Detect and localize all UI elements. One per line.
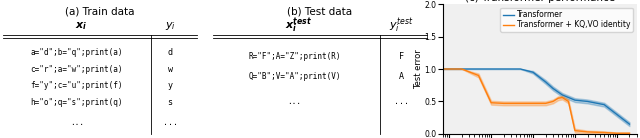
Text: h="o";q="s";print(q): h="o";q="s";print(q) bbox=[31, 98, 123, 107]
Text: $\bfit{x}_i^{test}$: $\bfit{x}_i^{test}$ bbox=[285, 17, 312, 35]
Y-axis label: Test error: Test error bbox=[414, 49, 423, 89]
Transformer bbox=[613, 114, 621, 115]
Transformer bbox=[487, 68, 495, 70]
Transformer + KQ,VO identity bbox=[487, 102, 495, 104]
Text: f="y";c="u";print(f): f="y";c="u";print(f) bbox=[31, 81, 123, 90]
Transformer bbox=[542, 81, 550, 83]
Transformer bbox=[584, 101, 591, 102]
Text: (b) Test data: (b) Test data bbox=[287, 7, 353, 17]
Transformer bbox=[445, 68, 453, 70]
Transformer + KQ,VO identity bbox=[439, 68, 447, 70]
Text: a="d";b="q";print(a): a="d";b="q";print(a) bbox=[31, 48, 123, 57]
Transformer bbox=[571, 99, 579, 101]
Text: d: d bbox=[168, 48, 173, 57]
Transformer + KQ,VO identity bbox=[559, 97, 566, 98]
Transformer + KQ,VO identity bbox=[600, 132, 608, 133]
Transformer bbox=[475, 68, 483, 70]
Transformer bbox=[458, 68, 466, 70]
Text: y: y bbox=[168, 81, 173, 90]
Transformer + KQ,VO identity bbox=[584, 131, 591, 133]
Transformer + KQ,VO identity bbox=[475, 75, 483, 76]
Title: (c) Transformer performance: (c) Transformer performance bbox=[465, 0, 615, 3]
Transformer + KQ,VO identity bbox=[554, 97, 562, 99]
Text: ...: ... bbox=[287, 97, 301, 106]
Text: c="r";a="w";print(a): c="r";a="w";print(a) bbox=[31, 64, 123, 74]
Text: $y_i$: $y_i$ bbox=[164, 20, 175, 32]
Text: R="F";A="Z";print(R): R="F";A="Z";print(R) bbox=[248, 51, 340, 61]
Line: Transformer + KQ,VO identity: Transformer + KQ,VO identity bbox=[443, 69, 629, 133]
Transformer bbox=[516, 68, 524, 70]
Transformer + KQ,VO identity bbox=[500, 103, 508, 104]
Text: F: F bbox=[399, 51, 404, 61]
Text: A: A bbox=[399, 72, 404, 81]
Transformer + KQ,VO identity bbox=[516, 103, 524, 104]
Transformer bbox=[500, 68, 508, 70]
Text: Q="B";V="A";print(V): Q="B";V="A";print(V) bbox=[248, 72, 340, 81]
Text: $\bfit{x}_i$: $\bfit{x}_i$ bbox=[75, 20, 87, 32]
Transformer + KQ,VO identity bbox=[542, 103, 550, 104]
Transformer + KQ,VO identity bbox=[445, 68, 453, 70]
Transformer + KQ,VO identity bbox=[458, 68, 466, 70]
Text: ...: ... bbox=[163, 118, 177, 127]
Transformer + KQ,VO identity bbox=[549, 101, 557, 102]
Transformer bbox=[439, 68, 447, 70]
Transformer bbox=[549, 88, 557, 89]
Transformer + KQ,VO identity bbox=[625, 132, 633, 134]
Text: w: w bbox=[168, 64, 173, 74]
Text: ...: ... bbox=[70, 118, 84, 127]
Transformer + KQ,VO identity bbox=[571, 130, 579, 131]
Transformer bbox=[625, 123, 633, 125]
Transformer + KQ,VO identity bbox=[529, 103, 537, 104]
Transformer bbox=[529, 71, 537, 73]
Text: ...: ... bbox=[394, 97, 408, 106]
Transformer + KQ,VO identity bbox=[564, 101, 572, 102]
Line: Transformer: Transformer bbox=[443, 69, 629, 124]
Transformer bbox=[600, 104, 608, 105]
Transformer + KQ,VO identity bbox=[613, 132, 621, 134]
Text: s: s bbox=[168, 98, 173, 107]
Text: (a) Train data: (a) Train data bbox=[65, 7, 135, 17]
Transformer bbox=[559, 94, 566, 96]
Text: $y_i^{test}$: $y_i^{test}$ bbox=[389, 17, 413, 35]
Legend: Transformer, Transformer + KQ,VO identity: Transformer, Transformer + KQ,VO identit… bbox=[500, 8, 633, 32]
